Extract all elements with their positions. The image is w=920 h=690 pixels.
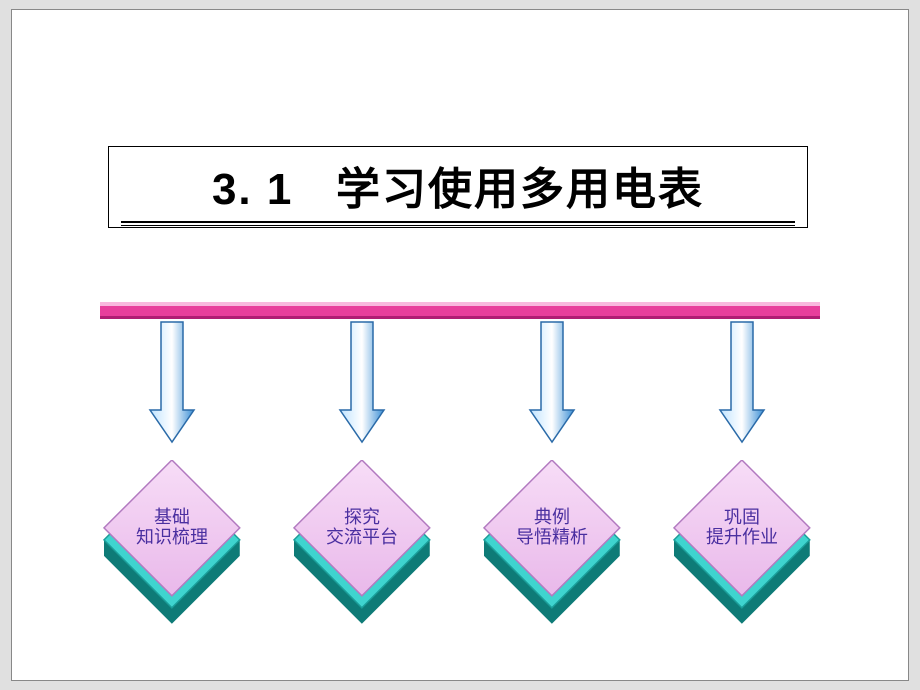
title-underline xyxy=(121,221,795,226)
title-main: 学习使用多用电表 xyxy=(336,165,704,214)
node-0[interactable]: 基础知识梳理 xyxy=(94,460,250,638)
title-text: 3. 1 学习使用多用电表 xyxy=(121,153,795,217)
node-1[interactable]: 探究交流平台 xyxy=(284,460,440,638)
down-arrow-1 xyxy=(338,320,386,444)
title-number: 3. 1 xyxy=(212,165,293,214)
down-arrow-0 xyxy=(148,320,196,444)
down-arrow-3 xyxy=(718,320,766,444)
title-box: 3. 1 学习使用多用电表 xyxy=(108,146,808,228)
node-label-line1: 巩固 xyxy=(706,508,778,528)
node-label-line2: 提升作业 xyxy=(706,528,778,548)
node-label-2: 典例导悟精析 xyxy=(516,508,588,548)
node-label-line2: 交流平台 xyxy=(326,528,398,548)
node-2[interactable]: 典例导悟精析 xyxy=(474,460,630,638)
node-label-line1: 典例 xyxy=(516,508,588,528)
node-label-line2: 导悟精析 xyxy=(516,528,588,548)
node-3[interactable]: 巩固提升作业 xyxy=(664,460,820,638)
node-label-line1: 探究 xyxy=(326,508,398,528)
down-arrow-2 xyxy=(528,320,576,444)
node-label-line1: 基础 xyxy=(136,508,208,528)
node-label-1: 探究交流平台 xyxy=(326,508,398,548)
node-label-0: 基础知识梳理 xyxy=(136,508,208,548)
node-label-3: 巩固提升作业 xyxy=(706,508,778,548)
horizontal-bar xyxy=(100,302,820,322)
node-label-line2: 知识梳理 xyxy=(136,528,208,548)
